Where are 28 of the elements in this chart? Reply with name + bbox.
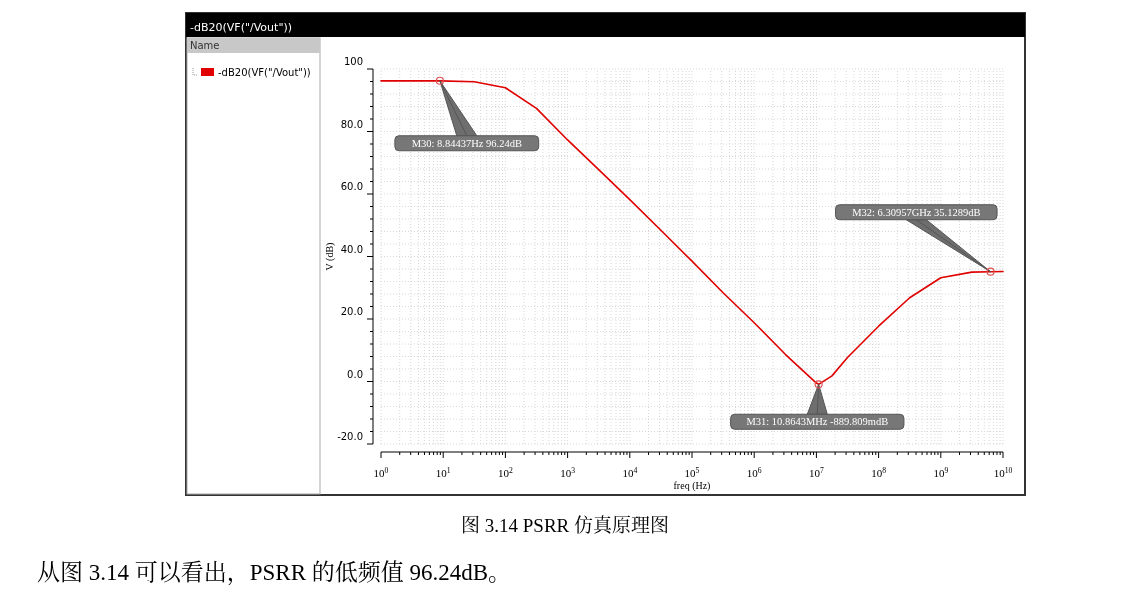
x-tick-label: 10$^{9}$ [933,465,949,479]
legend-title: Name [190,40,220,51]
y-tick-label: 40.0 [340,243,363,255]
annotation: M30: 8.84437Hz 96.24dB [411,137,522,149]
annotation: M31: 10.8643MHz -889.809mdB [746,416,889,428]
x-tick-label: 10$^{4}$ [622,465,638,479]
x-tick-label: 10$^{5}$ [684,465,700,479]
x-axis-title: freq (Hz) [673,480,711,492]
x-tick-label: 10$^{6}$ [746,465,762,479]
annotation: M32: 6.30957GHz 35.1289dB [852,206,981,218]
y-tick-label: 20.0 [340,306,363,317]
y-axis-title: V (dB) [324,242,336,271]
y-tick-label: 80.0 [340,118,363,130]
x-tick-label: 10$^{0}$ [373,465,389,479]
y-tick-label: -20.0 [337,431,363,442]
x-tick-label: 10$^{1}$ [435,465,451,479]
text: -dB20(VF("/Vout")) [190,21,293,34]
legend-label: -dB20(VF("/Vout")) [218,67,311,78]
x-tick-label: 10$^{7}$ [808,465,824,479]
x-tick-label: 10$^{10}$ [993,465,1013,479]
x-tick-label: 10$^{8}$ [871,465,887,479]
text: 从图 3.14 可以看出，PSRR 的低频值 96.24dB。 [37,560,512,586]
x-tick-label: 10$^{3}$ [560,465,576,479]
y-tick-label: 60.0 [340,181,363,192]
y-tick-label: 0.0 [347,368,363,380]
caption: 图 3.14 PSRR 仿真原理图 [461,515,669,536]
x-tick-label: 10$^{2}$ [497,465,513,479]
y-tick-label: 100 [343,56,363,67]
